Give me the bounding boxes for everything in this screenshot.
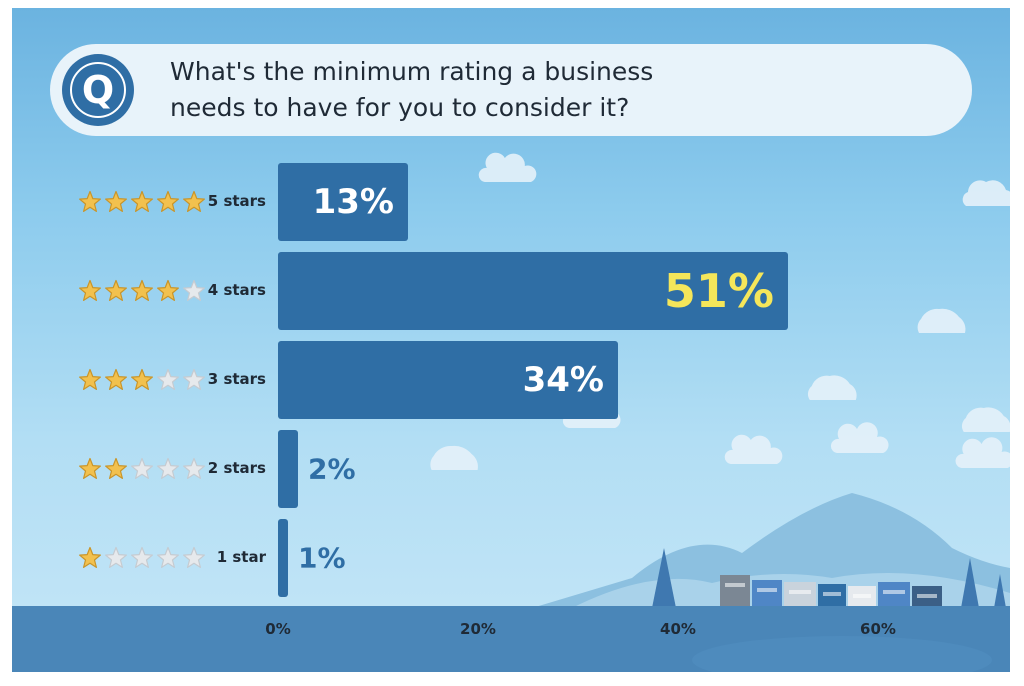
star-empty-icon [183,279,205,301]
value-label-5-stars: 13% [313,182,394,222]
x-tick-label: 60% [860,620,896,638]
star-filled-icon [79,368,101,390]
star-filled-icon [105,368,127,390]
value-label-2-stars: 2% [308,453,356,486]
cloud-7 [955,437,1010,468]
star-filled-icon [157,190,179,212]
star-filled-icon [79,279,101,301]
star-filled-icon [79,190,101,212]
bar-chart: 13% 51% 34% 2% 1% [278,163,788,597]
building-window-1 [757,588,777,592]
cloud-5 [404,445,478,470]
star-filled-icon [105,279,127,301]
building-window-5 [883,590,905,594]
star-filled-icon [131,190,153,212]
star-empty-icon [183,368,205,390]
star-empty-icon [157,546,179,568]
background-scenery [12,152,1010,672]
question-badge-letter: Q [70,62,126,118]
value-label-1-stars: 1% [298,542,346,575]
chart-canvas: 13% 51% 34% 2% 1% [12,152,1010,672]
star-filled-icon [157,279,179,301]
star-filled-icon [105,457,127,479]
building-1 [752,580,782,608]
category-label-2: 2 stars [207,459,266,477]
tree-2 [994,574,1006,608]
star-filled-icon [79,546,101,568]
building-window-2 [789,590,811,594]
cloud-3 [796,375,857,400]
bar-3-stars [278,341,618,419]
value-label-4-stars: 51% [664,264,774,318]
star-empty-icon [131,546,153,568]
question-text: What's the minimum rating a business nee… [170,57,654,122]
star-empty-icon [183,457,205,479]
star-empty-icon [105,546,127,568]
cloud-0 [478,152,537,182]
building-5 [878,582,910,608]
chart-panel: 13% 51% 34% 2% 1% Q What's the minimum ratin… [12,8,1010,672]
star-filled-icon [79,457,101,479]
star-empty-icon [157,457,179,479]
question-box: Q What's the minimum rating a business n… [50,44,972,136]
star-filled-icon [131,368,153,390]
category-label-4: 4 stars [207,281,266,299]
tree-0 [652,548,676,608]
bar-2-stars [278,430,298,508]
category-label-1: 1 star [216,548,266,566]
tree-1 [961,558,979,608]
building-window-0 [725,583,745,587]
building-window-3 [823,592,841,596]
bar-1-stars [278,519,288,597]
building-0 [720,575,750,608]
star-filled-icon [183,190,205,212]
building-2 [784,582,816,608]
category-label-3: 3 stars [207,370,266,388]
building-window-4 [853,594,871,598]
star-filled-icon [131,279,153,301]
cloud-2 [896,308,966,333]
cloud-8 [830,422,889,453]
cloud-6 [724,434,783,464]
cloud-1 [962,180,1010,206]
ground-shadow [692,636,992,672]
star-empty-icon [131,457,153,479]
building-window-6 [917,594,937,598]
x-tick-label: 20% [460,620,496,638]
bar-5-stars [278,163,408,241]
star-empty-icon [183,546,205,568]
category-label-5: 5 stars [207,192,266,210]
x-tick-label: 40% [660,620,696,638]
cloud-4 [950,407,1010,432]
star-filled-icon [105,190,127,212]
question-badge: Q [62,54,134,126]
bar-4-stars [278,252,788,330]
value-label-3-stars: 34% [523,360,604,400]
star-empty-icon [157,368,179,390]
x-tick-label: 0% [265,620,291,638]
